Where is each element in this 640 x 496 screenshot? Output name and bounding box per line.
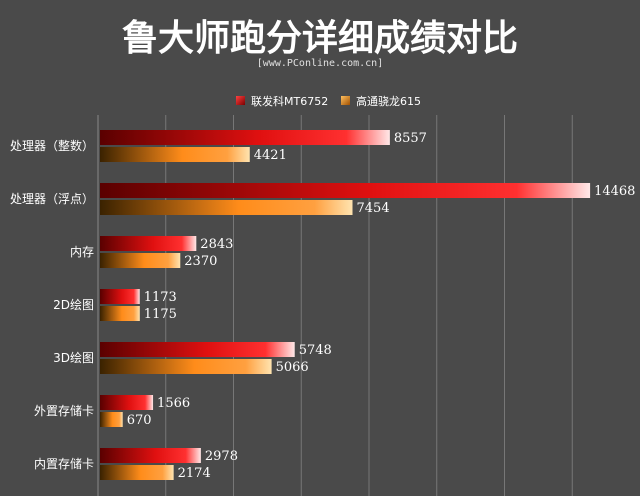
bar-mt6752 (100, 130, 390, 145)
legend-swatch (236, 96, 245, 105)
bar-mt6752 (100, 342, 295, 357)
bar-value-label: 2978 (205, 449, 238, 464)
bar-value-label: 4421 (254, 148, 287, 163)
bar-value-label: 8557 (394, 131, 427, 146)
legend: 联发科MT6752 高通骁龙615 (236, 94, 421, 108)
bar-value-label: 670 (127, 413, 152, 428)
bars: 处理器（整数） 8557 4421 处理器（浮点） 14468 7454 内存 2843 237… (10, 130, 635, 481)
bar-value-label: 2843 (200, 237, 233, 252)
legend-swatch (341, 96, 350, 105)
category-label: 2D绘图 (53, 297, 94, 312)
bar-mt6752 (100, 183, 591, 198)
legend-label: 高通骁龙615 (356, 94, 421, 108)
category-label: 外置存储卡 (34, 403, 94, 418)
bar-mt6752 (100, 448, 201, 463)
bar-mt6752 (100, 236, 197, 251)
category-label: 处理器（浮点） (10, 192, 94, 206)
chart-subtitle: [www.PConline.com.cn] (257, 58, 383, 69)
bar-mt6752 (100, 289, 140, 304)
category-label: 内存 (70, 245, 94, 259)
bar-value-label: 2370 (184, 254, 217, 269)
bar-snapdragon615 (100, 253, 181, 268)
bar-snapdragon615 (100, 412, 123, 427)
category-label: 处理器（整数） (10, 138, 94, 153)
bar-value-label: 5066 (276, 360, 309, 375)
bar-snapdragon615 (100, 359, 272, 374)
bar-value-label: 14468 (594, 184, 635, 199)
bar-value-label: 1173 (144, 290, 177, 305)
bar-snapdragon615 (100, 200, 353, 215)
legend-label: 联发科MT6752 (251, 94, 328, 108)
category-label: 3D绘图 (53, 350, 94, 365)
bar-snapdragon615 (100, 147, 250, 162)
bar-value-label: 1175 (144, 307, 177, 322)
bar-snapdragon615 (100, 465, 174, 480)
bar-value-label: 5748 (299, 343, 332, 358)
bar-value-label: 7454 (357, 201, 390, 216)
bar-value-label: 2174 (178, 466, 211, 481)
bar-value-label: 1566 (157, 396, 190, 411)
bar-snapdragon615 (100, 306, 140, 321)
category-label: 内置存储卡 (34, 456, 94, 471)
gridlines (97, 115, 573, 496)
bar-mt6752 (100, 395, 154, 410)
chart-title: 鲁大师跑分详细成绩对比 (122, 18, 518, 59)
